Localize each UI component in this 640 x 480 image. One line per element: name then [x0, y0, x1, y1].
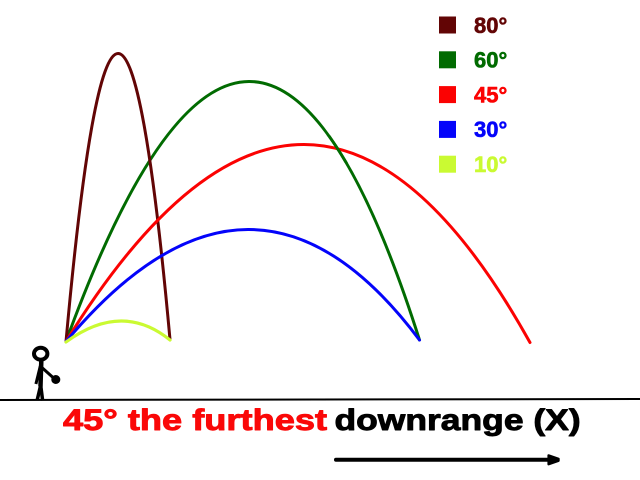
svg-text:45°: 45°	[474, 82, 507, 107]
svg-text:30°: 30°	[474, 117, 507, 142]
svg-text:45° the furthest: 45° the furthest	[63, 404, 327, 437]
svg-text:80°: 80°	[474, 13, 507, 38]
svg-text:10°: 10°	[474, 152, 507, 177]
svg-text:downrange (X): downrange (X)	[335, 403, 581, 437]
svg-text:60°: 60°	[474, 48, 507, 73]
